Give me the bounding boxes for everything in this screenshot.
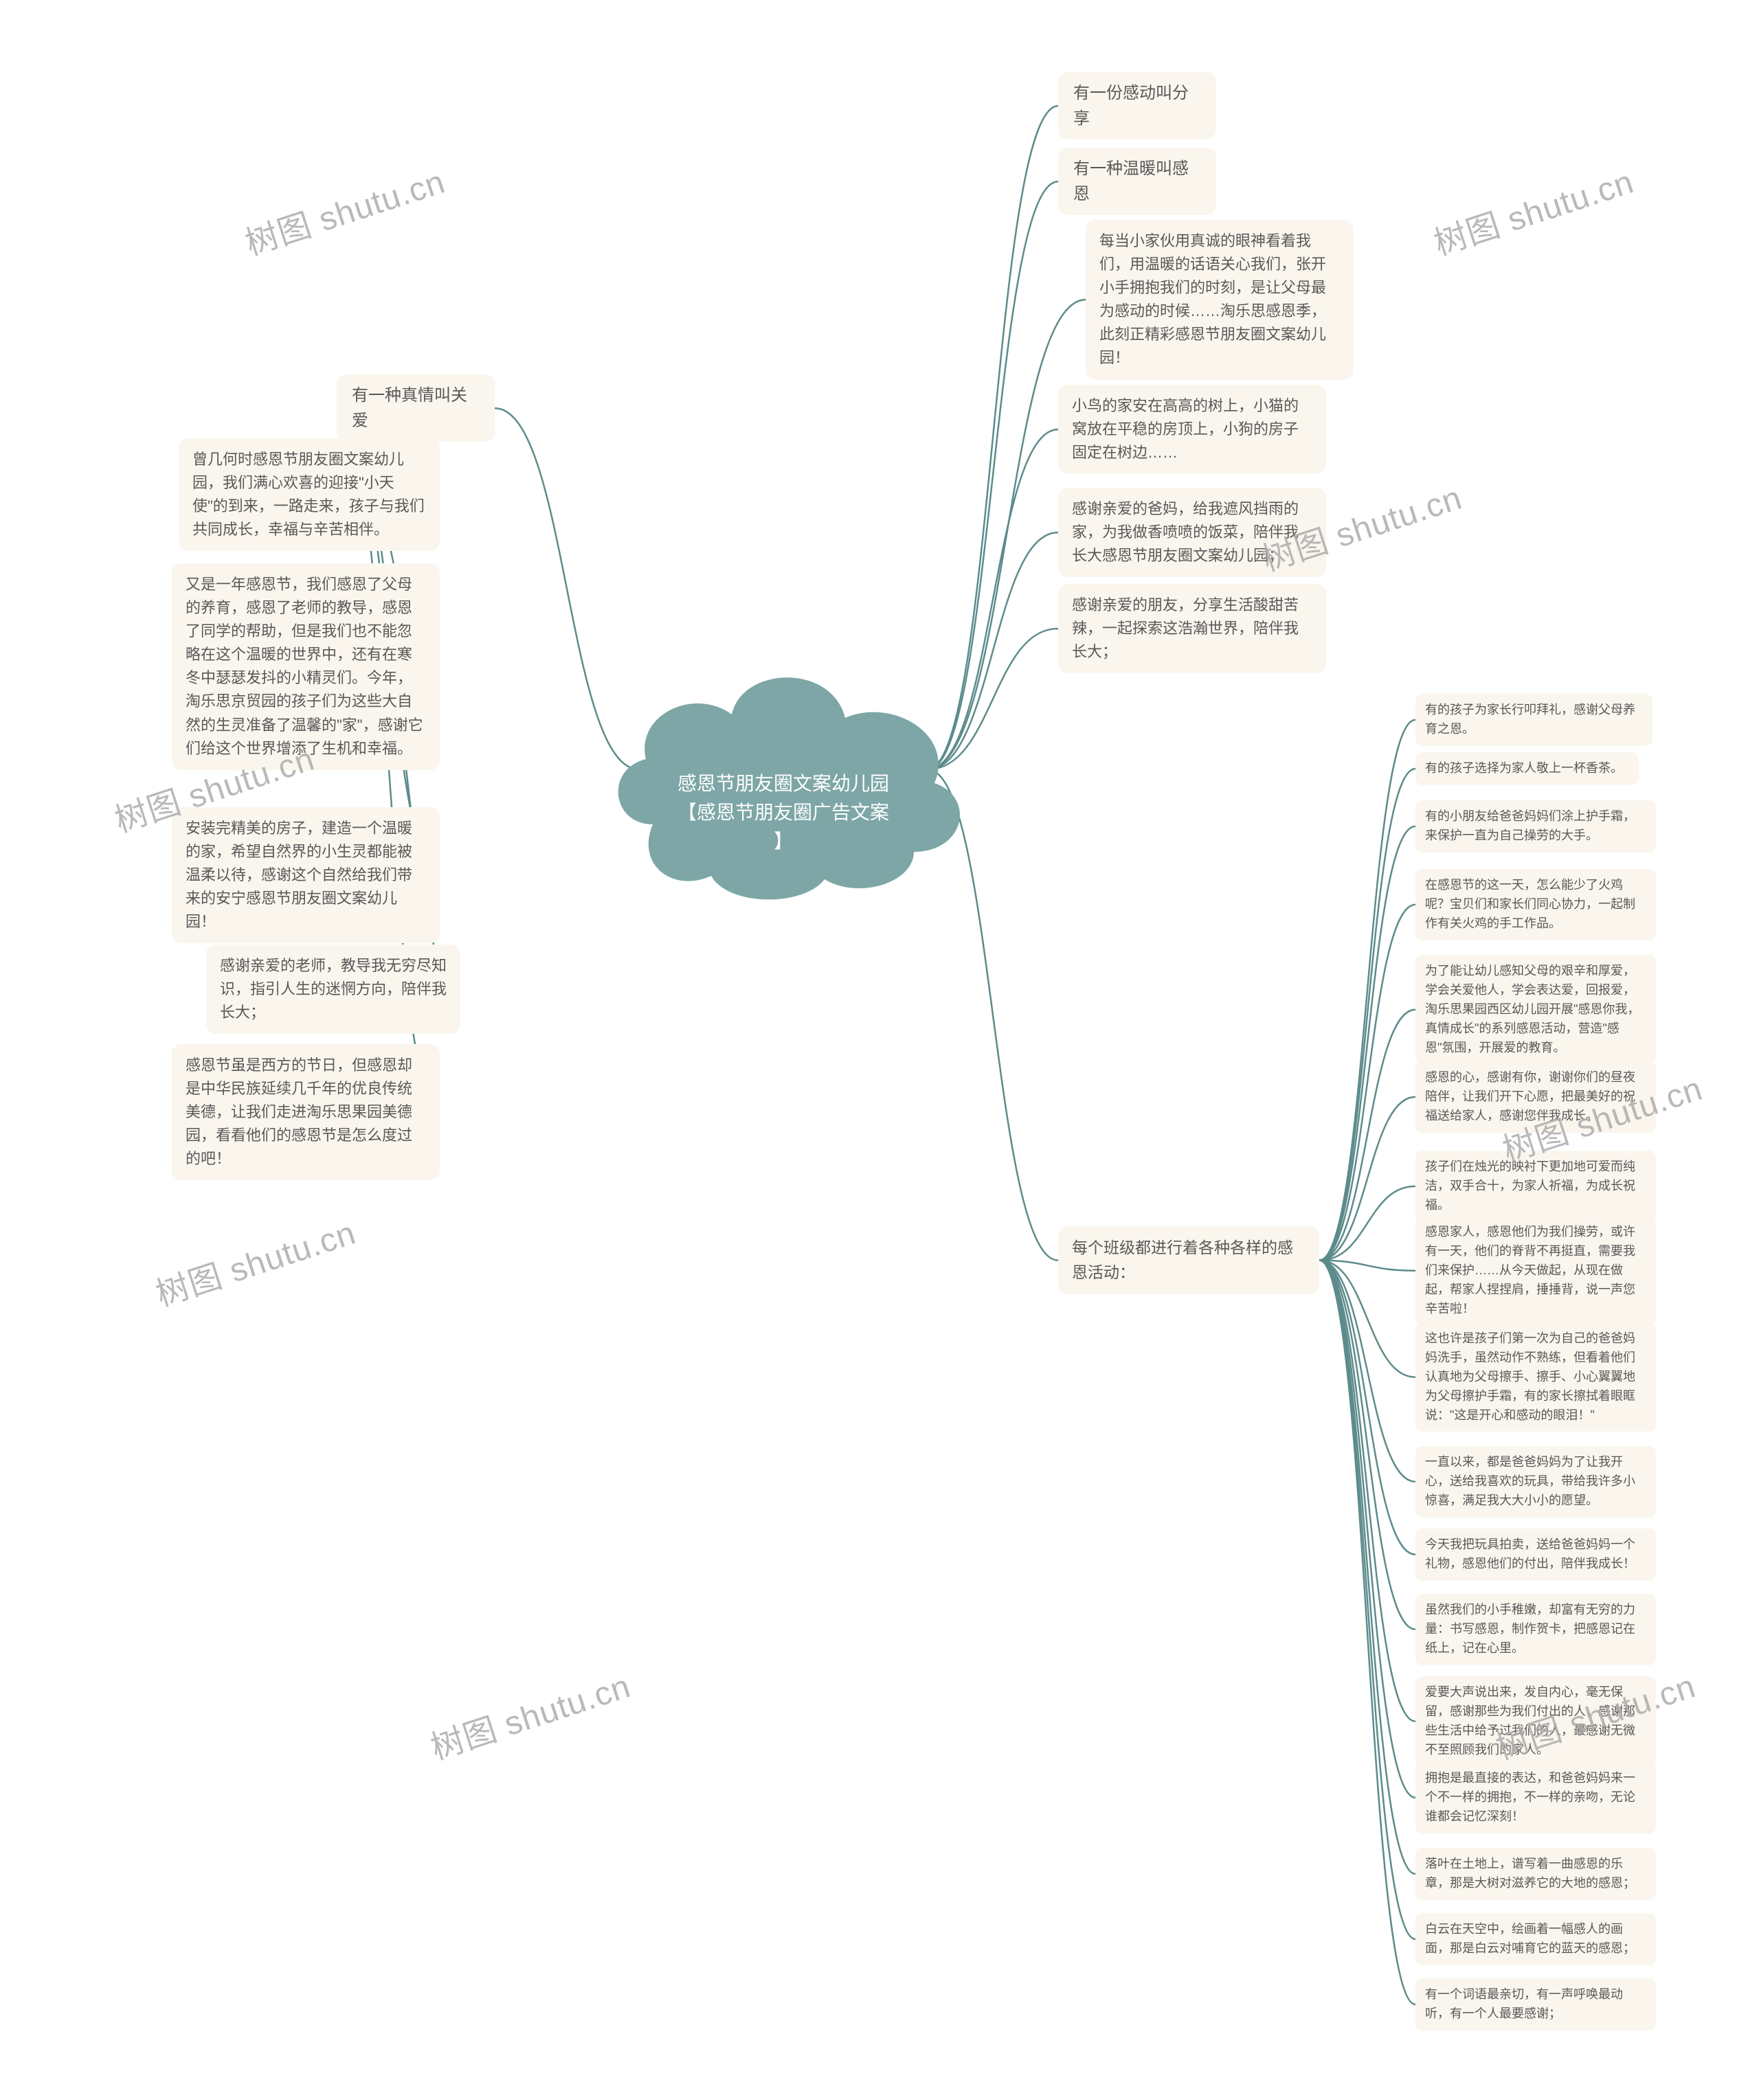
left-item-4: 感恩节虽是西方的节日，但感恩却是中华民族延续几千年的优良传统美德，让我们走进淘乐… <box>172 1044 440 1180</box>
left-item-2: 安装完精美的房子，建造一个温暖的家，希望自然界的小生灵都能被温柔以待，感谢这个自… <box>172 807 440 943</box>
right-bottom-item-5: 感恩的心，感谢有你，谢谢你们的昼夜陪伴，让我们开下心愿，把最美好的祝福送给家人，… <box>1415 1061 1656 1133</box>
right-top-item-3: 感谢亲爱的朋友，分享生活酸甜苦辣，一起探索这浩瀚世界，陪伴我长大； <box>1058 584 1326 673</box>
center-line2: 【感恩节朋友圈广告文案 <box>625 798 941 827</box>
right-bottom-header: 每个班级都进行着各种各样的感恩活动： <box>1058 1226 1319 1294</box>
right-bottom-item-1: 有的孩子选择为家人敬上一杯香茶。 <box>1415 752 1639 785</box>
center-cloud: 感恩节朋友圈文案幼儿园 【感恩节朋友圈广告文案 】 <box>598 632 969 907</box>
right-top-item-2: 感谢亲爱的爸妈，给我遮风挡雨的家，为我做香喷喷的饭菜，陪伴我长大感恩节朋友圈文案… <box>1058 488 1326 577</box>
left-item-1: 又是一年感恩节，我们感恩了父母的养育，感恩了老师的教导，感恩了同学的帮助，但是我… <box>172 563 440 770</box>
right-bottom-item-9: 一直以来，都是爸爸妈妈为了让我开心，送给我喜欢的玩具，带给我许多小惊喜，满足我大… <box>1415 1446 1656 1517</box>
right-top-item-1: 小鸟的家安在高高的树上，小猫的窝放在平稳的房顶上，小狗的房子固定在树边…… <box>1058 385 1326 474</box>
right-bottom-item-0: 有的孩子为家长行叩拜礼，感谢父母养育之恩。 <box>1415 694 1652 746</box>
right-bottom-item-16: 有一个词语最亲切，有一声呼唤最动听，有一个人最要感谢； <box>1415 1978 1656 2031</box>
right-bottom-item-2: 有的小朋友给爸爸妈妈们涂上护手霜，来保护一直为自己操劳的大手。 <box>1415 800 1656 853</box>
right-bottom-item-14: 落叶在土地上，谱写着一曲感恩的乐章，那是大树对滋养它的大地的感恩； <box>1415 1848 1656 1900</box>
left-item-0: 曾几何时感恩节朋友圈文案幼儿园，我们满心欢喜的迎接"小天使"的到来，一路走来，孩… <box>179 438 440 551</box>
right-bottom-item-8: 这也许是孩子们第一次为自己的爸爸妈妈洗手，虽然动作不熟练，但看着他们认真地为父母… <box>1415 1322 1656 1432</box>
left-header: 有一种真情叫关爱 <box>337 374 495 442</box>
right-top-header-1: 有一份感动叫分享 <box>1058 72 1216 139</box>
left-item-3: 感谢亲爱的老师，教导我无穷尽知识，指引人生的迷惘方向，陪伴我长大； <box>206 945 460 1034</box>
right-bottom-item-12: 爱要大声说出来，发自内心，毫无保留，感谢那些为我们付出的人，感谢那些生活中给予过… <box>1415 1676 1656 1767</box>
right-bottom-item-3: 在感恩节的这一天，怎么能少了火鸡呢？宝贝们和家长们同心协力，一起制作有关火鸡的手… <box>1415 869 1656 940</box>
right-bottom-item-7: 感恩家人，感恩他们为我们操劳，或许有一天，他们的脊背不再挺直，需要我们来保护……… <box>1415 1216 1656 1325</box>
center-line3: 】 <box>625 827 941 856</box>
right-bottom-item-4: 为了能让幼儿感知父母的艰辛和厚爱，学会关爱他人，学会表达爱，回报爱，淘乐思果园西… <box>1415 955 1656 1064</box>
right-bottom-item-15: 白云在天空中，绘画着一幅感人的画面，那是白云对哺育它的蓝天的感恩； <box>1415 1913 1656 1965</box>
right-bottom-item-13: 拥抱是最直接的表达，和爸爸妈妈来一个不一样的拥抱，不一样的亲吻，无论谁都会记忆深… <box>1415 1762 1656 1833</box>
center-line1: 感恩节朋友圈文案幼儿园 <box>625 769 941 798</box>
right-bottom-item-11: 虽然我们的小手稚嫩，却富有无穷的力量：书写感恩，制作贺卡，把感恩记在纸上，记在心… <box>1415 1594 1656 1665</box>
right-bottom-item-6: 孩子们在烛光的映衬下更加地可爱而纯洁，双手合十，为家人祈福，为成长祝福。 <box>1415 1151 1656 1222</box>
center-title: 感恩节朋友圈文案幼儿园 【感恩节朋友圈广告文案 】 <box>598 769 969 856</box>
right-top-item-0: 每当小家伙用真诚的眼神看着我们，用温暖的话语关心我们，张开小手拥抱我们的时刻，是… <box>1086 220 1354 380</box>
right-bottom-item-10: 今天我把玩具拍卖，送给爸爸妈妈一个礼物，感恩他们的付出，陪伴我成长！ <box>1415 1528 1656 1581</box>
right-top-header-2: 有一种温暖叫感恩 <box>1058 148 1216 215</box>
